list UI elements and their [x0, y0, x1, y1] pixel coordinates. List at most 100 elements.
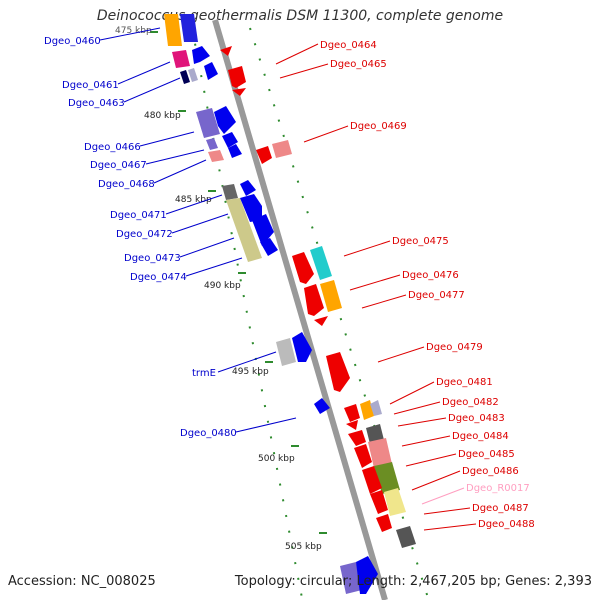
left-leader-lines [99, 27, 297, 433]
gene-block[interactable] [360, 400, 374, 420]
gene-label[interactable]: Dgeo_0484 [452, 431, 509, 442]
gene-label[interactable]: Dgeo_0486 [462, 466, 519, 477]
gene-arrow[interactable] [220, 46, 232, 56]
gene-label[interactable]: Dgeo_0477 [408, 290, 465, 301]
gene-arrow[interactable] [326, 352, 350, 392]
tick-label: 475 kbp [115, 26, 152, 36]
gene-label[interactable]: Dgeo_0488 [478, 519, 535, 530]
leader-line [99, 27, 161, 41]
tick-label: 490 kbp [204, 281, 241, 291]
gene-arrow[interactable] [356, 556, 378, 594]
gene-arrow[interactable] [232, 88, 246, 96]
gene-label[interactable]: Dgeo_0473 [124, 253, 181, 264]
gene-arrow[interactable] [292, 332, 312, 362]
gene-arrow[interactable] [354, 444, 372, 468]
gene-label[interactable]: trmE [192, 368, 216, 379]
map-title: Deinococcus geothermalis DSM 11300, comp… [96, 8, 504, 24]
gene-arrow[interactable] [192, 46, 210, 64]
gene-label[interactable]: Dgeo_0482 [442, 397, 499, 408]
gene-arrow[interactable] [314, 316, 328, 326]
gene-label[interactable]: Dgeo_0485 [458, 449, 515, 460]
gene-block[interactable] [164, 14, 182, 46]
gene-label[interactable]: Dgeo_0487 [472, 503, 529, 514]
gene-label[interactable]: Dgeo_0479 [426, 342, 483, 353]
gene-label[interactable]: Dgeo_0466 [84, 142, 141, 153]
gene-arrow[interactable] [214, 106, 236, 134]
gene-label[interactable]: Dgeo_0471 [110, 210, 167, 221]
leader-line [153, 159, 207, 184]
genome-summary-text: Topology: circular; Length: 2,467,205 bp… [234, 574, 592, 589]
leader-line [185, 257, 243, 277]
leader-line [411, 470, 461, 491]
gene-block[interactable] [370, 400, 382, 416]
gene-arrow[interactable] [252, 214, 274, 246]
gene-label[interactable]: Dgeo_0464 [320, 40, 377, 51]
gene-arrow[interactable] [204, 62, 218, 80]
gene-arrow[interactable] [222, 132, 238, 148]
gene-block[interactable] [320, 280, 342, 312]
leader-line [303, 125, 349, 143]
leader-line [171, 213, 229, 234]
tick-label: 485 kbp [175, 195, 212, 205]
gene-block[interactable] [272, 140, 292, 158]
gene-arrow[interactable] [370, 490, 388, 514]
gene-label[interactable]: Dgeo_0481 [436, 377, 493, 388]
gene-block[interactable] [172, 50, 190, 68]
gene-block[interactable] [188, 68, 198, 82]
gene-label[interactable]: Dgeo_R0017 [466, 483, 530, 494]
gene-label[interactable]: Dgeo_0475 [392, 236, 449, 247]
gene-label[interactable]: Dgeo_0460 [44, 36, 101, 47]
leader-line [279, 63, 329, 79]
gene-arrow[interactable] [348, 430, 366, 446]
leader-line [361, 294, 407, 309]
gene-block[interactable] [222, 184, 238, 200]
gene-label[interactable]: Dgeo_0480 [180, 428, 237, 439]
leader-line [145, 149, 205, 165]
gene-block[interactable] [196, 108, 220, 138]
gene-label[interactable]: Dgeo_0461 [62, 80, 119, 91]
gene-arrow[interactable] [240, 194, 262, 222]
gene-arrow[interactable] [304, 284, 324, 316]
gene-block[interactable] [180, 14, 198, 42]
leader-line [421, 487, 465, 505]
gene-label[interactable]: Dgeo_0463 [68, 98, 125, 109]
gene-block[interactable] [384, 488, 406, 516]
gene-label[interactable]: Dgeo_0474 [130, 272, 187, 283]
gene-arrow[interactable] [256, 146, 272, 164]
gene-arrow[interactable] [292, 252, 314, 284]
right-leader-lines [275, 43, 477, 531]
gene-arrow[interactable] [228, 66, 246, 88]
leader-line [377, 346, 425, 363]
gene-block[interactable] [396, 526, 416, 548]
gene-arrow[interactable] [346, 420, 358, 430]
leader-line [179, 237, 235, 258]
gene-label[interactable]: Dgeo_0483 [448, 413, 505, 424]
gene-block[interactable] [310, 246, 332, 280]
forward-features [164, 14, 378, 594]
gene-label[interactable]: Dgeo_0476 [402, 270, 459, 281]
gene-block[interactable] [276, 338, 296, 366]
leader-line [139, 131, 195, 147]
gene-block[interactable] [226, 198, 262, 262]
gene-block[interactable] [206, 138, 218, 150]
gene-block[interactable] [366, 424, 384, 444]
gene-arrow[interactable] [376, 514, 392, 532]
gene-block[interactable] [340, 562, 362, 594]
gene-block[interactable] [208, 150, 224, 162]
gene-arrow[interactable] [314, 398, 330, 414]
gene-arrow[interactable] [260, 238, 278, 256]
gene-arrow[interactable] [344, 404, 360, 422]
gene-block[interactable] [368, 438, 392, 468]
gene-label[interactable]: Dgeo_0469 [350, 121, 407, 132]
gene-arrow[interactable] [362, 466, 382, 494]
tick-label: 495 kbp [232, 367, 269, 377]
gene-label[interactable]: Dgeo_0465 [330, 59, 387, 70]
accession-text: Accession: NC_008025 [8, 574, 156, 589]
gene-block[interactable] [180, 70, 190, 84]
leader-line [423, 523, 477, 531]
gene-label[interactable]: Dgeo_0468 [98, 179, 155, 190]
gene-arrow[interactable] [240, 180, 256, 196]
gene-label[interactable]: Dgeo_0472 [116, 229, 173, 240]
gene-label[interactable]: Dgeo_0467 [90, 160, 147, 171]
gene-arrow[interactable] [228, 144, 242, 158]
